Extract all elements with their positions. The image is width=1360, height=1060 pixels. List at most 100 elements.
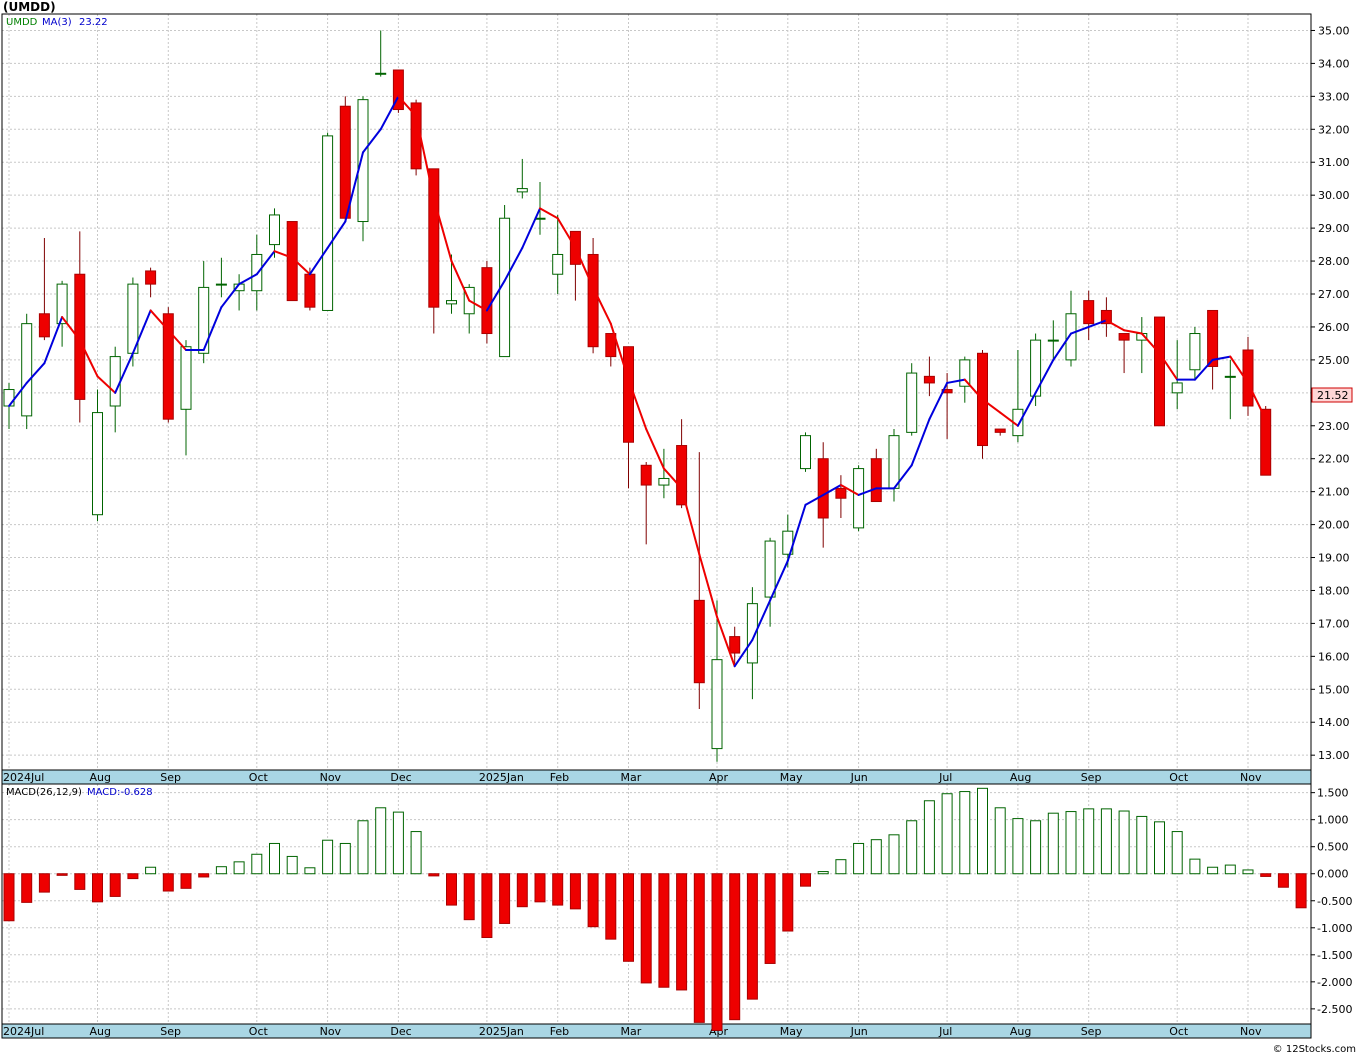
macd-bar [658,873,670,988]
macd-bar [516,873,528,908]
price-y-tick-label: 33.00 [1318,90,1350,103]
candle-body [1207,309,1219,367]
macd-bar [180,873,192,889]
ma3-segment [963,378,984,401]
price-x-tick-label: Aug [1010,771,1031,784]
candle-down [640,462,652,545]
candle-body [693,599,705,684]
macd-y-tick-label: 0.000 [1317,868,1349,881]
legend-ma-label: MA(3) [42,17,72,28]
candle-body [870,458,882,503]
candle-body [446,300,457,305]
candle-body [746,603,758,664]
macd-bar [711,873,723,1031]
candle-up [711,600,723,762]
ma3-segment [273,250,294,259]
price-x-tick-label: Nov [320,771,342,784]
candle-body [145,270,157,285]
candle-body [1189,333,1201,371]
candle-down [729,626,741,667]
candle-down [693,452,705,710]
macd-bar [693,873,705,1023]
candle-down [1242,336,1254,416]
price-x-tick-label: Oct [1169,771,1189,784]
macd-bar [994,807,1006,875]
candle-down [1154,316,1165,427]
macd-bar [357,820,369,875]
candle-body [552,253,564,275]
macd-bar [1118,810,1130,875]
macd-bar [800,873,811,887]
candle-body [729,636,741,654]
macd-bar [640,873,652,984]
candle-down [74,231,86,423]
macd-bar [463,873,475,921]
macd-bar [21,873,33,903]
candle-body [994,428,1006,433]
macd-x-tick-label: Sep [160,1025,181,1038]
price-x-tick-label: Nov [1240,771,1262,784]
macd-x-tick-label: Aug [90,1025,111,1038]
candle-body [322,135,334,311]
price-y-tick-label: 14.00 [1318,716,1350,729]
macd-y-tick-label: 1.500 [1317,787,1349,800]
price-x-tick-label: Feb [550,771,569,784]
ma3-segment [539,207,559,220]
ma3-segment [574,246,595,289]
candle-up [322,132,334,311]
macd-x-tick-label: Sep [1081,1025,1102,1038]
candle-body [481,267,493,335]
ma3-segment [503,246,524,282]
macd-x-tick-label: Jul [938,1025,952,1038]
candle-down [481,261,493,344]
macd-bar [1047,812,1059,875]
candle-body [888,435,900,489]
ma3-segment [344,151,364,223]
ma3-segment [1211,355,1232,361]
candle-up [1065,290,1077,367]
candle-up [516,158,528,199]
candle-body [640,464,652,486]
copyright-text: © 12Stocks.com [1273,1044,1356,1055]
macd-bar [215,866,227,875]
candle-body [1242,349,1254,407]
candle-down [605,333,617,367]
macd-y-tick-label: -2.500 [1317,1003,1352,1016]
candle-up [1224,359,1236,420]
ma3-segment [1052,332,1072,361]
macd-bar [1260,873,1272,877]
candle-body [375,72,387,75]
macd-bar [109,873,121,897]
ma3-segment [928,381,949,421]
macd-bar [764,873,776,964]
candle-body [764,540,776,598]
ma3-segment [291,256,311,276]
ma3-segment [733,638,754,668]
ma3-segment [485,279,506,312]
ma3-segment [78,339,99,378]
candle-up [269,208,280,258]
macd-x-tick-label: Jun [850,1025,868,1038]
ma3-segment [255,250,276,276]
ma3-segment [167,329,187,351]
candle-up [92,389,103,522]
macd-y-tick-label: -1.500 [1317,949,1352,962]
candle-up [21,313,33,430]
ma3-segment [680,487,701,556]
legend-ma-value: 23.22 [79,17,108,28]
price-y-tick-label: 22.00 [1318,453,1350,466]
macd-bar [446,873,457,906]
price-y-tick-label: 30.00 [1318,189,1350,202]
candle-body [923,375,935,384]
ma3-segment [238,273,258,286]
macd-bar [676,873,688,991]
candles [3,30,1272,762]
ma3-segment [822,484,842,496]
macd-bar [906,820,918,875]
candle-up [1047,320,1059,360]
macd-x-tick-label: 2024Jul [3,1025,44,1038]
price-x-tick-label: Mar [621,771,642,784]
ma3-segment [1140,332,1161,355]
ma3-segment [804,493,825,506]
macd-bar [729,873,741,1021]
